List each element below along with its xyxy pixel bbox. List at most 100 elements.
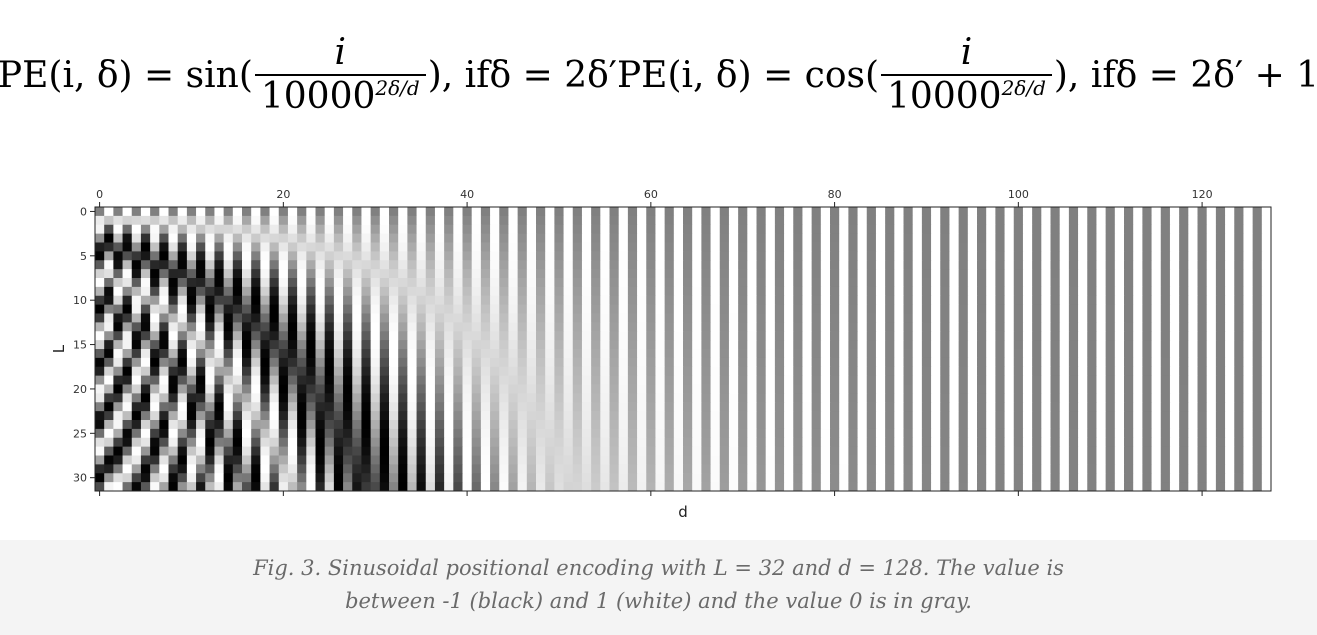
heatmap-cell [931, 428, 941, 439]
heatmap-cell [343, 260, 353, 270]
heatmap-cell [545, 251, 555, 261]
heatmap-cell [499, 411, 509, 421]
heatmap-cell [1133, 384, 1143, 394]
heatmap-cell [471, 242, 482, 252]
heatmap-cell [756, 437, 767, 448]
heatmap-cell [894, 357, 904, 368]
heatmap-cell [444, 375, 454, 385]
heatmap-cell [95, 420, 105, 430]
heatmap-cell [683, 251, 693, 261]
heatmap-cell [462, 313, 473, 323]
heatmap-cell [416, 384, 427, 394]
heatmap-cell [536, 446, 546, 456]
heatmap-cell [581, 366, 592, 377]
heatmap-cell [545, 278, 555, 288]
heatmap-cell [673, 464, 684, 474]
heatmap-cell [434, 304, 445, 314]
heatmap-cell [471, 207, 482, 217]
heatmap-cell [196, 375, 206, 385]
heatmap-cell [728, 260, 739, 270]
heatmap-cell [921, 233, 932, 243]
heatmap-cell [1078, 455, 1088, 465]
heatmap-cell [499, 207, 509, 217]
heatmap-cell [958, 455, 969, 465]
heatmap-cell [958, 242, 969, 252]
heatmap-cell [287, 295, 298, 306]
heatmap-cell [95, 224, 105, 235]
heatmap-cell [940, 340, 950, 350]
heatmap-cell [1050, 349, 1061, 359]
heatmap-cell [802, 215, 813, 226]
heatmap-cell [508, 207, 519, 217]
heatmap-cell [251, 304, 261, 314]
heatmap-cell [140, 402, 151, 412]
heatmap-cell [1032, 251, 1042, 261]
heatmap-cell [462, 233, 473, 243]
heatmap-cell [324, 251, 335, 261]
heatmap-cell [802, 331, 813, 341]
heatmap-cell [885, 366, 895, 377]
heatmap-cell [738, 428, 748, 439]
heatmap-cell [1243, 224, 1254, 235]
heatmap-cell [1206, 455, 1217, 465]
heatmap-cell [1142, 215, 1152, 226]
heatmap-cell [1114, 428, 1125, 439]
heatmap-cell [1160, 233, 1171, 243]
heatmap-cell [719, 473, 730, 483]
heatmap-cell [1105, 384, 1116, 394]
heatmap-cell [1059, 295, 1070, 306]
heatmap-cell [1096, 295, 1107, 306]
heatmap-cell [1160, 446, 1171, 456]
heatmap-cell [545, 349, 555, 359]
heatmap-cell [784, 446, 794, 456]
heatmap-cell [885, 375, 895, 385]
heatmap-cell [278, 437, 289, 448]
heatmap-cell [315, 428, 326, 439]
heatmap-cell [398, 464, 408, 474]
heatmap-cell [131, 278, 142, 288]
heatmap-cell [526, 207, 537, 217]
heatmap-cell [131, 286, 142, 297]
heatmap-cell [848, 437, 858, 448]
heatmap-cell [986, 393, 996, 403]
heatmap-cell [591, 251, 601, 261]
heatmap-cell [1059, 428, 1070, 439]
heatmap-cell [627, 242, 638, 252]
heatmap-cell [1032, 304, 1042, 314]
heatmap-cell [719, 242, 730, 252]
heatmap-cell [655, 357, 666, 368]
heatmap-cell [1114, 375, 1125, 385]
heatmap-cell [894, 375, 904, 385]
heatmap-cell [572, 269, 583, 279]
heatmap-cell [774, 286, 785, 297]
heatmap-cell [609, 242, 620, 252]
heatmap-cell [1197, 242, 1208, 252]
heatmap-cell [701, 340, 711, 350]
heatmap-cell [627, 393, 638, 403]
heatmap-cell [1059, 393, 1070, 403]
heatmap-cell [1225, 411, 1235, 421]
heatmap-cell [802, 473, 813, 483]
heatmap-cell [379, 375, 390, 385]
heatmap-cell [287, 464, 298, 474]
heatmap-cell [1261, 384, 1272, 394]
heatmap-cell [1252, 402, 1263, 412]
heatmap-cell [958, 464, 969, 474]
heatmap-cell [453, 349, 463, 359]
heatmap-cell [1215, 251, 1226, 261]
heatmap-cell [609, 446, 620, 456]
heatmap-cell [1133, 446, 1143, 456]
heatmap-cell [95, 233, 105, 243]
heatmap-cell [591, 322, 601, 332]
heatmap-cell [205, 482, 215, 492]
heatmap-cell [462, 411, 473, 421]
heatmap-cell [1087, 411, 1097, 421]
heatmap-cell [205, 322, 215, 332]
heatmap-cell [150, 215, 160, 226]
heatmap-cell [425, 366, 436, 377]
heatmap-cell [1179, 411, 1189, 421]
heatmap-cell [618, 251, 629, 261]
heatmap-cell [765, 304, 776, 314]
heatmap-cell [370, 278, 381, 288]
heatmap-cell [361, 428, 372, 439]
